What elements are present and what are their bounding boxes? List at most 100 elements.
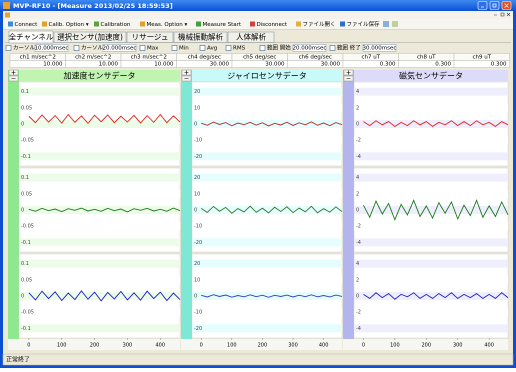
x-axis-bar (8, 339, 180, 350)
window-title: MVP-RF10 - [Measure 2013/02/25 18:59:53] (13, 2, 173, 10)
mdi-icon (5, 12, 10, 18)
toolbar-icon[interactable] (383, 21, 389, 27)
grid-band (354, 238, 508, 247)
grid-band (19, 292, 180, 300)
checkbox[interactable] (73, 45, 80, 51)
grid-band (354, 103, 508, 112)
input-field[interactable] (34, 44, 69, 52)
y-tick-label: 0.05 (21, 277, 32, 283)
input-value: 10.000msec (35, 46, 69, 52)
grid-band (19, 308, 180, 317)
toolbar-button[interactable]: ファイル保存 (347, 20, 381, 28)
zoom-icons (11, 70, 16, 79)
y-tick-label: -0.1 (21, 154, 31, 160)
grid-band (354, 308, 508, 317)
y-tick-label: 4 (356, 89, 359, 95)
tab-label: 選択センサ(加速度) (57, 32, 123, 42)
toolbar-button[interactable]: Connect (15, 22, 39, 28)
channel-value: 30.000 (265, 62, 285, 68)
y-tick-label: 2 (356, 191, 359, 197)
grid-band (192, 103, 342, 112)
x-tick-label: 300 (453, 343, 463, 349)
tab[interactable] (227, 31, 275, 43)
y-tick-label: 0 (194, 208, 197, 214)
signal-trace (201, 121, 343, 127)
channel-name: ch7 uT (361, 55, 380, 61)
y-tick-label: -2 (356, 224, 361, 230)
input-field[interactable] (102, 44, 137, 52)
channel-name: ch9 uT (472, 55, 491, 61)
channel-value: 10.000 (154, 62, 174, 68)
x-tick-label: 400 (484, 343, 494, 349)
grid-band (354, 206, 508, 214)
checkbox[interactable] (259, 45, 266, 51)
app-icon (3, 2, 10, 9)
y-tick-label: 0 (21, 122, 24, 128)
y-tick-label: 10 (194, 191, 200, 197)
zoom-icons (184, 70, 189, 79)
checkbox[interactable] (5, 45, 12, 51)
toolbar-button[interactable]: ファイル開く (303, 21, 336, 28)
y-tick-label: 10 (194, 277, 200, 283)
grid-band (354, 136, 508, 145)
y-tick-label: 20 (194, 89, 200, 95)
toolbar-button[interactable]: Measure Start (203, 22, 242, 28)
grid-band (192, 136, 342, 145)
channel-name: ch3 m/sec^2 (131, 55, 167, 61)
toolbar-icon (296, 21, 301, 27)
maximize-button[interactable] (489, 1, 500, 10)
grid-band (354, 292, 508, 300)
toolbar-icon (196, 21, 201, 27)
checkbox[interactable] (171, 45, 178, 51)
tab[interactable] (173, 31, 228, 43)
signal-trace (363, 199, 509, 221)
tab[interactable] (53, 31, 127, 43)
y-tick-label: 20 (194, 261, 200, 267)
toolbar-button[interactable]: Calibration (101, 22, 131, 28)
grid-band (354, 275, 508, 284)
toolbar-icon[interactable] (392, 21, 398, 27)
y-tick-label: 0 (356, 208, 359, 214)
toolbar-icon (42, 21, 47, 27)
grid-band (192, 308, 342, 317)
grid-band (19, 136, 180, 145)
channel-name: ch2 m/sec^2 (75, 55, 111, 61)
y-tick-label: -2 (356, 310, 361, 316)
title-bar (0, 0, 516, 11)
checkbox[interactable] (225, 45, 232, 51)
checkbox[interactable] (199, 45, 206, 51)
grid-band (19, 120, 180, 128)
signal-trace (28, 113, 181, 125)
tab-active[interactable] (8, 30, 54, 44)
tab-label: 機械振動解析 (178, 32, 223, 42)
x-tick-label: 0 (200, 343, 203, 349)
channel-name: ch6 deg/sec (299, 55, 332, 61)
minimize-button[interactable] (477, 1, 488, 10)
toolbar (3, 19, 513, 29)
grid-band (354, 324, 508, 333)
channel-name: ch8 uT (417, 55, 436, 61)
y-tick-label: 4 (356, 175, 359, 181)
x-axis-bar (181, 339, 342, 350)
toolbar-button[interactable]: Calib. Option ▾ (49, 22, 89, 28)
y-tick-label: 0.1 (21, 89, 29, 95)
checkbox[interactable] (329, 45, 336, 51)
y-tick-label: -10 (194, 138, 202, 144)
channel-value: 0.300 (491, 62, 507, 68)
tab-label: 全チャンネル (9, 32, 54, 42)
toolbar-button[interactable]: Meas. Option ▾ (147, 22, 188, 28)
tab[interactable] (126, 31, 174, 43)
mdi-buttons (494, 12, 511, 17)
x-tick-label: 100 (227, 343, 237, 349)
x-tick-label: 0 (362, 343, 365, 349)
grid-band (354, 259, 508, 268)
grid-band (192, 173, 342, 182)
y-tick-label: -4 (356, 240, 361, 246)
y-tick-label: -2 (356, 138, 361, 144)
input-field[interactable] (362, 44, 397, 52)
toolbar-button[interactable]: Disconnect (257, 22, 288, 28)
checkbox[interactable] (139, 45, 146, 51)
input-value: 20.000msec (103, 46, 137, 52)
input-field[interactable] (292, 44, 327, 52)
x-axis-bar (343, 339, 508, 350)
